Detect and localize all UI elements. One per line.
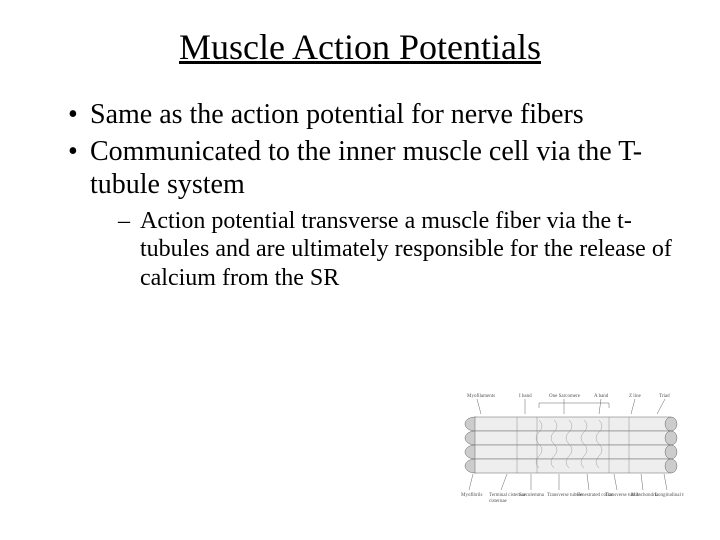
sub-bullet-text: Action potential transverse a muscle fib… (140, 208, 672, 291)
sub-bullet-list: Action potential transverse a muscle fib… (118, 207, 680, 292)
slide-title: Muscle Action Potentials (40, 26, 680, 68)
figure-label: Sarcolemma (519, 493, 545, 498)
figure-label: A band (594, 394, 609, 399)
figure-label: cisternae (489, 499, 508, 504)
bullet-text: Same as the action potential for nerve f… (90, 99, 584, 130)
bullet-text: Communicated to the inner muscle cell vi… (90, 136, 642, 200)
slide: Muscle Action Potentials Same as the act… (0, 0, 720, 540)
muscle-fiber-svg: Myofilaments I band One Sarcomere A band… (459, 390, 684, 510)
figure-label: One Sarcomere (549, 394, 581, 399)
figure-top-labels: Myofilaments I band One Sarcomere A band… (467, 394, 670, 414)
bullet-item: Same as the action potential for nerve f… (68, 98, 680, 131)
figure-label: Z line (629, 394, 642, 399)
figure-bottom-labels: Myofibrils Terminal cisternae cisternae … (461, 474, 684, 504)
figure-label: Myofilaments (467, 394, 495, 399)
bullet-list: Same as the action potential for nerve f… (68, 98, 680, 292)
myofibril-bundle (465, 417, 677, 473)
figure-label: Triad (659, 394, 670, 399)
bullet-item: Communicated to the inner muscle cell vi… (68, 135, 680, 292)
figure-label: Myofibrils (461, 493, 482, 498)
figure-label: I band (519, 394, 532, 399)
muscle-fiber-diagram: Myofilaments I band One Sarcomere A band… (459, 390, 684, 510)
sub-bullet-item: Action potential transverse a muscle fib… (118, 207, 680, 292)
figure-label: Longitudinal tubule (655, 493, 684, 498)
